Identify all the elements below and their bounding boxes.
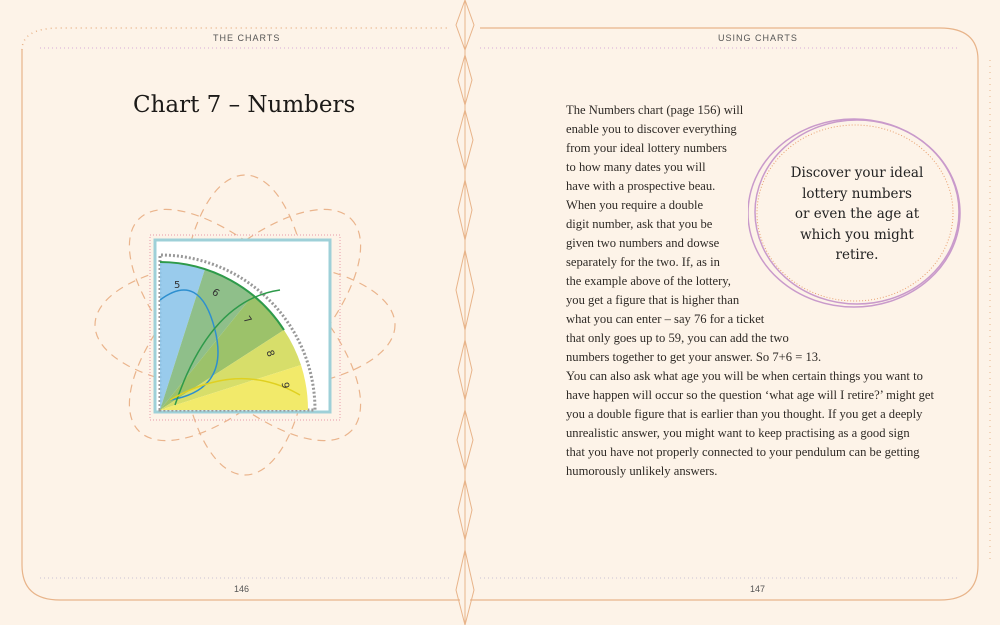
running-head-right: USING CHARTS [718,33,798,43]
body-line: The Numbers chart (page 156) will [566,103,744,117]
spine-ornament [455,0,475,625]
numbers-chart-illustration: 5 6 7 8 9 [94,174,396,476]
callout-line: lottery numbers [802,185,912,202]
body-line: that only goes up to 59, you can add the… [566,331,789,345]
body-line: You can also ask what age you will be wh… [566,369,923,383]
body-line: you a double figure that is earlier than… [566,407,923,421]
segment-9 [160,365,308,410]
body-line: to how many dates you will [566,160,706,174]
segment-label-9: 9 [279,382,291,389]
page-title: Chart 7 – Numbers [133,92,356,118]
segment-label-7: 7 [241,314,254,326]
callout-line: which you might [800,226,914,243]
body-line: digit number, ask that you be [566,217,713,231]
page-number-left: 146 [234,584,250,594]
body-line: numbers together to get your answer. So … [566,350,822,364]
body-line: have happen will occur so the question ‘… [566,388,935,402]
body-line: that you have not properly connected to … [566,445,920,459]
segment-label-6: 6 [210,287,222,300]
segment-label-8: 8 [263,349,276,359]
body-text: The Numbers chart (page 156) will enable… [566,101,934,481]
callout-line: retire. [835,247,879,263]
body-line: separately for the two. If, as in [566,255,720,269]
callout-line: or even the age at [794,206,920,222]
body-line: what you can enter – say 76 for a ticket [566,312,765,326]
segment-label-5: 5 [174,280,180,291]
segment-8 [160,330,301,410]
callout-circle [748,118,961,308]
body-line: have with a prospective beau. [566,179,716,193]
body-line: the example above of the lottery, [566,274,731,288]
body-line: When you require a double [566,198,704,212]
body-line: enable you to discover everything [566,122,737,136]
callout-text: Discover your ideal lottery numbers or e… [757,163,957,266]
callout-line: Discover your ideal [790,165,924,181]
body-line: given two numbers and dowse [566,236,720,250]
body-line: you get a figure that is higher than [566,293,740,307]
body-line: unrealistic answer, you might want to ke… [566,426,910,440]
body-line: from your ideal lottery numbers [566,141,727,155]
body-line: humorously unlikely answers. [566,464,718,478]
page-number-right: 147 [750,584,766,594]
segment-5 [160,262,205,410]
segment-7 [160,295,284,410]
running-head-left: THE CHARTS [213,33,281,43]
